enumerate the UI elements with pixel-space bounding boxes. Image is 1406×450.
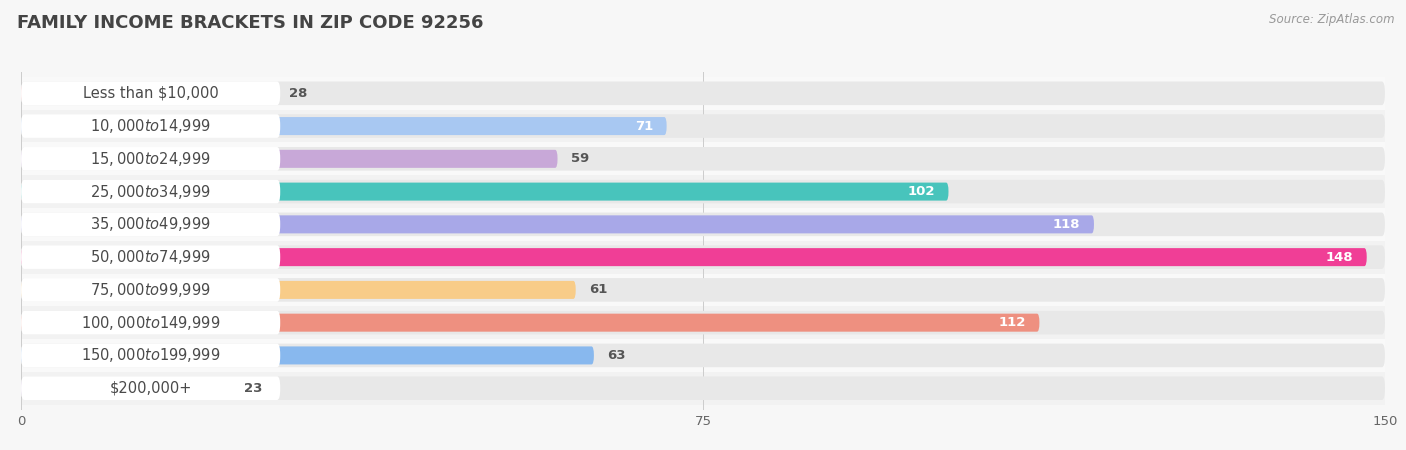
FancyBboxPatch shape [21,376,1385,400]
FancyBboxPatch shape [21,344,1385,367]
FancyBboxPatch shape [21,344,280,367]
Text: $100,000 to $149,999: $100,000 to $149,999 [82,314,221,332]
FancyBboxPatch shape [21,180,1385,203]
FancyBboxPatch shape [21,311,1385,334]
FancyBboxPatch shape [21,81,1385,105]
Bar [21,175,1385,208]
Text: 28: 28 [290,87,308,100]
FancyBboxPatch shape [21,346,593,364]
Text: $25,000 to $34,999: $25,000 to $34,999 [90,183,211,201]
Text: Source: ZipAtlas.com: Source: ZipAtlas.com [1270,14,1395,27]
Text: $200,000+: $200,000+ [110,381,191,396]
FancyBboxPatch shape [21,311,280,334]
FancyBboxPatch shape [21,84,276,102]
FancyBboxPatch shape [21,248,1367,266]
Text: $15,000 to $24,999: $15,000 to $24,999 [90,150,211,168]
FancyBboxPatch shape [21,180,280,203]
Bar [21,77,1385,110]
FancyBboxPatch shape [21,376,280,400]
Text: $50,000 to $74,999: $50,000 to $74,999 [90,248,211,266]
FancyBboxPatch shape [21,314,1039,332]
FancyBboxPatch shape [21,245,1385,269]
Text: 71: 71 [634,120,652,133]
Text: 23: 23 [243,382,263,395]
FancyBboxPatch shape [21,278,1385,302]
FancyBboxPatch shape [21,117,666,135]
FancyBboxPatch shape [21,212,280,236]
Bar [21,339,1385,372]
Text: 59: 59 [571,153,589,165]
Bar [21,110,1385,143]
Text: FAMILY INCOME BRACKETS IN ZIP CODE 92256: FAMILY INCOME BRACKETS IN ZIP CODE 92256 [17,14,484,32]
FancyBboxPatch shape [21,216,1094,234]
Text: Less than $10,000: Less than $10,000 [83,86,218,101]
Text: $150,000 to $199,999: $150,000 to $199,999 [82,346,221,364]
FancyBboxPatch shape [21,212,1385,236]
Bar [21,274,1385,306]
FancyBboxPatch shape [21,379,231,397]
Bar [21,372,1385,405]
Text: 61: 61 [589,284,607,297]
Bar [21,241,1385,274]
Text: $10,000 to $14,999: $10,000 to $14,999 [90,117,211,135]
Bar [21,143,1385,175]
FancyBboxPatch shape [21,147,280,171]
Text: 148: 148 [1326,251,1353,264]
Text: 118: 118 [1053,218,1080,231]
FancyBboxPatch shape [21,278,280,302]
Bar [21,306,1385,339]
Text: 63: 63 [607,349,626,362]
FancyBboxPatch shape [21,147,1385,171]
Text: $35,000 to $49,999: $35,000 to $49,999 [90,216,211,234]
FancyBboxPatch shape [21,281,575,299]
FancyBboxPatch shape [21,114,1385,138]
Bar [21,208,1385,241]
FancyBboxPatch shape [21,245,280,269]
Text: $75,000 to $99,999: $75,000 to $99,999 [90,281,211,299]
Text: 102: 102 [907,185,935,198]
FancyBboxPatch shape [21,114,280,138]
Text: 112: 112 [998,316,1026,329]
FancyBboxPatch shape [21,81,280,105]
FancyBboxPatch shape [21,150,558,168]
FancyBboxPatch shape [21,183,949,201]
